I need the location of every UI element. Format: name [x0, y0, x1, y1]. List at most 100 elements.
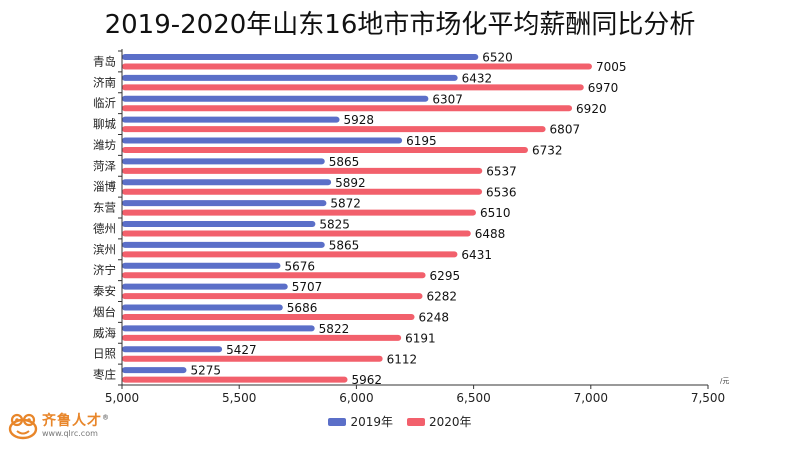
brand-logo: 齐鲁人才® www.qlrc.com [8, 410, 158, 442]
data-label: 6295 [430, 269, 461, 283]
data-label: 6307 [432, 92, 463, 106]
bar-2020 [122, 293, 423, 300]
category-label: 济南 [93, 75, 116, 89]
category-label: 滨州 [93, 242, 116, 256]
data-label: 5865 [329, 155, 360, 169]
bar-2020 [122, 334, 402, 341]
bar-2019 [122, 116, 340, 123]
bar-2019 [122, 283, 288, 290]
bar-2019 [122, 179, 332, 186]
data-label: 5892 [335, 176, 366, 190]
category-label: 潍坊 [93, 138, 116, 152]
logo-url: www.qlrc.com [42, 429, 98, 438]
data-label: 6536 [486, 185, 517, 199]
x-tick-label: 6,000 [339, 391, 373, 405]
logo-name: 齐鲁人才® [42, 413, 110, 429]
frog-logo-icon [8, 413, 38, 440]
category-label: 威海 [93, 326, 116, 340]
data-label: 5865 [329, 238, 360, 252]
data-label: 7005 [596, 60, 627, 74]
bar-2020 [122, 105, 573, 112]
category-label: 烟台 [93, 305, 116, 319]
data-label: 6432 [462, 71, 493, 85]
bar-2020 [122, 167, 483, 174]
bar-2020 [122, 355, 383, 362]
data-label: 5427 [226, 343, 257, 357]
category-label: 青岛 [93, 54, 116, 68]
category-label: 淄博 [93, 180, 116, 194]
data-label: 5275 [190, 364, 221, 378]
data-label: 5686 [287, 301, 318, 315]
data-label: 5928 [344, 113, 375, 127]
category-label: 临沂 [93, 96, 116, 110]
category-label: 泰安 [93, 284, 116, 298]
bar-2019 [122, 346, 223, 353]
data-label: 6537 [486, 164, 517, 178]
bar-2019 [122, 74, 458, 81]
bar-2019 [122, 304, 283, 311]
legend-item-2020[interactable]: 2020年 [407, 413, 472, 430]
x-tick-label: 7,000 [574, 391, 608, 405]
bar-2019 [122, 54, 479, 60]
bar-2020 [122, 126, 546, 133]
chart-title: 2019-2020年山东16地市市场化平均薪酬同比分析 [104, 10, 696, 40]
bar-2019 [122, 158, 325, 165]
legend-item-2019[interactable]: 2019年 [328, 413, 393, 430]
bar-2020 [122, 63, 592, 70]
bar-2019 [122, 325, 315, 332]
bar-2019 [122, 221, 316, 227]
x-tick-label: 5,500 [222, 391, 256, 405]
bar-2019 [122, 137, 403, 144]
category-label: 东营 [93, 201, 116, 215]
data-label: 6970 [588, 81, 619, 95]
data-label: 6191 [405, 331, 436, 345]
bar-2019 [122, 95, 429, 102]
category-label: 日照 [93, 347, 116, 361]
data-label: 6732 [532, 144, 563, 158]
x-axis-unit: /元 [720, 377, 729, 385]
legend-swatch-2019 [328, 417, 347, 426]
bar-2020 [122, 376, 348, 383]
data-label: 5962 [351, 373, 382, 387]
bar-2020 [122, 147, 528, 153]
bar-2019 [122, 262, 281, 269]
data-label: 6248 [419, 311, 450, 325]
data-label: 6195 [406, 134, 437, 148]
bar-2020 [122, 230, 471, 237]
data-label: 6520 [482, 51, 513, 65]
category-label: 济宁 [93, 263, 116, 277]
data-label: 5872 [330, 197, 361, 211]
bar-2019 [122, 241, 325, 248]
data-label: 5822 [319, 322, 350, 336]
legend-label-2019: 2019年 [350, 415, 393, 429]
x-tick-label: 7,500 [691, 391, 725, 405]
legend: 2019年 2020年 [0, 413, 800, 430]
bar-2020 [122, 314, 415, 320]
legend-swatch-2020 [407, 417, 425, 426]
bar-2020 [122, 209, 476, 216]
data-label: 5825 [319, 218, 350, 232]
data-label: 6488 [475, 227, 506, 241]
bars-layer: 6520 7005 6432 6970 6307 6920 5928 6807 6195 6732… [122, 51, 627, 387]
data-label: 5676 [284, 259, 315, 273]
data-label: 6510 [480, 206, 511, 220]
legend-label-2020: 2020年 [429, 415, 472, 429]
data-label: 6807 [550, 123, 581, 137]
bar-2019 [122, 367, 187, 374]
data-label: 6112 [387, 352, 418, 366]
x-tick-label: 5,000 [105, 391, 139, 405]
category-label: 聊城 [93, 117, 116, 131]
data-label: 6282 [427, 290, 458, 304]
category-label: 德州 [93, 221, 116, 235]
x-tick-label: 6,500 [456, 391, 490, 405]
bar-2020 [122, 84, 584, 91]
bar-2020 [122, 272, 426, 279]
bar-2019 [122, 200, 327, 207]
category-label: 枣庄 [93, 368, 116, 382]
logo-registered-mark: ® [102, 413, 110, 422]
category-label: 菏泽 [93, 159, 116, 173]
data-label: 6431 [461, 248, 492, 262]
bar-2020 [122, 251, 458, 258]
